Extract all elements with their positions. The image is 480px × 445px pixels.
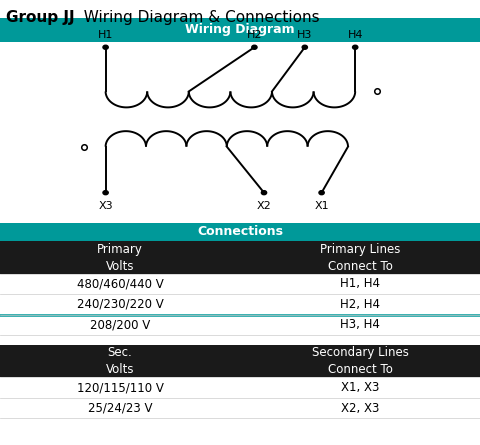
Text: X3: X3 [98,201,113,211]
Text: X2: X2 [257,201,271,211]
Bar [0,274,480,294]
Text: Group JJ: Group JJ [6,10,75,25]
Text: H2, H4: H2, H4 [340,298,380,311]
Circle shape [261,190,267,195]
Text: 25/24/23 V: 25/24/23 V [88,401,152,415]
Text: H4: H4 [348,30,363,40]
Bar [0,241,480,274]
Circle shape [319,190,324,195]
Bar [0,345,480,377]
Text: 480/460/440 V: 480/460/440 V [77,277,163,291]
Text: 120/115/110 V: 120/115/110 V [77,381,163,394]
Text: Secondary Lines
Connect To: Secondary Lines Connect To [312,346,408,376]
Text: H2: H2 [247,30,262,40]
Circle shape [302,45,307,49]
Text: 208/200 V: 208/200 V [90,318,150,332]
Bar [0,18,480,42]
Text: H3: H3 [297,30,312,40]
Text: X1, X3: X1, X3 [341,381,379,394]
Bar [0,315,480,335]
Text: H1, H4: H1, H4 [340,277,380,291]
Circle shape [103,190,108,195]
Text: Wiring Diagram: Wiring Diagram [185,24,295,36]
Text: Sec.
Volts: Sec. Volts [106,346,134,376]
Text: H3, H4: H3, H4 [340,318,380,332]
Bar [0,377,480,398]
Text: Primary Lines
Connect To: Primary Lines Connect To [320,243,400,272]
Text: H1: H1 [98,30,113,40]
Text: Connections: Connections [197,226,283,239]
Text: X2, X3: X2, X3 [341,401,379,415]
Bar [0,222,480,241]
Bar [0,398,480,418]
Circle shape [252,45,257,49]
Text: 240/230/220 V: 240/230/220 V [77,298,163,311]
Circle shape [103,45,108,49]
Bar [0,294,480,315]
Circle shape [352,45,358,49]
Text: X1: X1 [314,201,329,211]
Text: Wiring Diagram & Connections: Wiring Diagram & Connections [74,10,320,25]
Text: Primary
Volts: Primary Volts [97,243,143,272]
